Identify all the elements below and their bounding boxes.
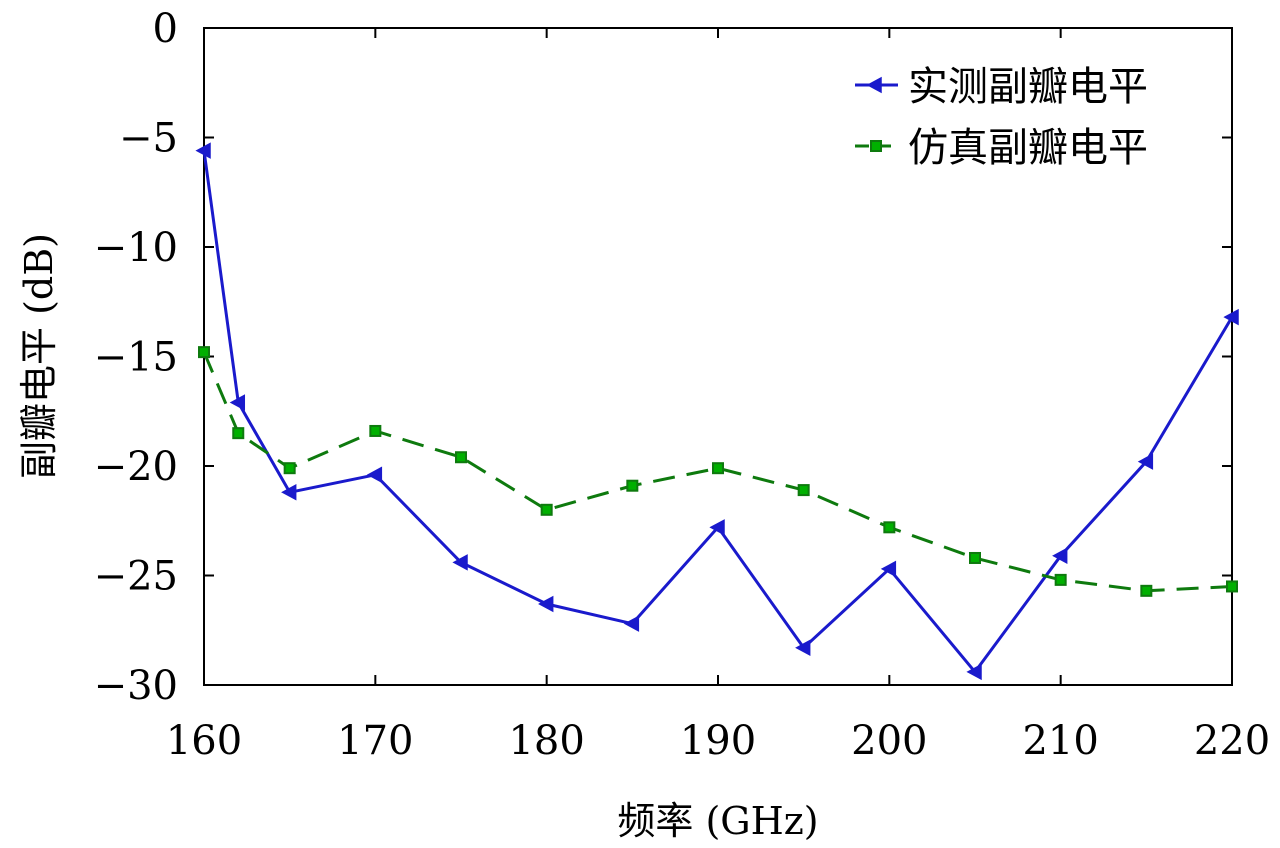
data-point — [540, 503, 553, 516]
data-point — [455, 451, 467, 464]
data-point — [369, 424, 382, 437]
y-axis: 0 −5 −10 −15 −20 −25 −30 — [94, 6, 1232, 709]
data-point — [1223, 308, 1239, 326]
series-1 — [195, 142, 1239, 681]
data-point — [969, 551, 981, 564]
data-point — [966, 663, 982, 681]
data-point — [709, 519, 725, 536]
y-axis-label: 副瓣电平 (dB) — [17, 233, 61, 479]
legend-marker-measured — [866, 76, 882, 94]
y-tick-label: −10 — [94, 225, 178, 271]
legend: 实测副瓣电平 仿真副瓣电平 — [855, 64, 1148, 171]
x-axis-label: 频率 (GHz) — [617, 799, 818, 843]
data-point — [229, 394, 246, 411]
y-tick-label: −20 — [94, 444, 178, 490]
x-tick-label: 170 — [337, 718, 413, 764]
data-point — [1226, 580, 1238, 593]
series-2 — [198, 346, 1238, 597]
legend-item-simulated: 仿真副瓣电平 — [855, 125, 1148, 171]
data-point — [626, 479, 639, 492]
data-point — [623, 615, 640, 632]
y-tick-label: −25 — [94, 554, 178, 600]
data-point — [538, 595, 554, 613]
data-point — [1054, 573, 1067, 586]
data-point — [195, 142, 211, 159]
data-point — [1052, 547, 1068, 565]
data-point — [883, 521, 896, 534]
series-layer — [195, 142, 1239, 681]
x-axis: 160 170 180 190 200 210 220 — [166, 28, 1270, 764]
legend-label-simulated: 仿真副瓣电平 — [908, 125, 1148, 171]
legend-label-measured: 实测副瓣电平 — [908, 64, 1148, 110]
data-point — [795, 639, 811, 657]
y-tick-label: −5 — [119, 116, 178, 162]
x-tick-label: 200 — [851, 718, 927, 764]
y-tick-label: −30 — [94, 663, 178, 709]
data-point — [198, 346, 210, 359]
x-tick-label: 210 — [1022, 718, 1098, 764]
data-point — [712, 462, 724, 475]
x-tick-label: 190 — [680, 718, 756, 764]
data-point — [880, 560, 897, 578]
y-tick-label: −15 — [94, 335, 178, 381]
legend-marker-simulated — [870, 140, 882, 152]
data-point — [232, 427, 245, 440]
data-point — [1140, 584, 1153, 597]
data-point — [281, 484, 297, 501]
series-line — [202, 351, 1233, 593]
series-line — [202, 150, 1234, 674]
legend-item-measured: 实测副瓣电平 — [855, 64, 1148, 110]
x-tick-label: 180 — [508, 718, 584, 764]
y-tick-label: 0 — [153, 6, 178, 52]
x-tick-label: 220 — [1194, 718, 1270, 764]
data-point — [797, 484, 810, 497]
data-point — [452, 554, 468, 571]
data-point — [283, 462, 296, 475]
x-tick-label: 160 — [166, 718, 242, 764]
data-point — [1137, 453, 1154, 470]
data-point — [366, 466, 383, 484]
